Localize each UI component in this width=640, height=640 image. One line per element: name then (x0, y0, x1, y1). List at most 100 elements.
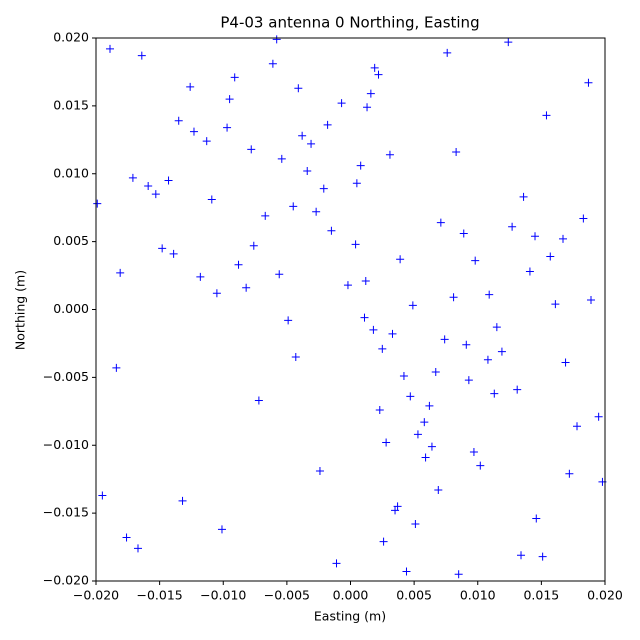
point (98, 491, 107, 500)
point (242, 283, 251, 292)
x-tick-label: 0.000 (333, 588, 369, 603)
point (508, 222, 517, 231)
point (396, 255, 405, 264)
point (254, 396, 263, 405)
x-tick-label: −0.010 (200, 588, 246, 603)
point (538, 552, 547, 561)
y-axis-label: Northing (m) (13, 270, 28, 350)
point (133, 544, 142, 553)
point (327, 226, 336, 235)
point (546, 252, 555, 261)
point (217, 525, 226, 534)
point (519, 192, 528, 201)
x-tick-label: 0.010 (460, 588, 496, 603)
point (440, 335, 449, 344)
point (137, 51, 146, 60)
x-tick-label: −0.005 (264, 588, 310, 603)
point (202, 137, 211, 146)
point (399, 372, 408, 381)
point (356, 161, 365, 170)
point (525, 267, 534, 276)
point (223, 123, 232, 132)
point (196, 272, 205, 281)
point (225, 95, 234, 104)
point (594, 412, 603, 421)
x-tick-label: 0.015 (523, 588, 559, 603)
point (234, 260, 243, 269)
point (382, 438, 391, 447)
point (366, 89, 375, 98)
point (207, 195, 216, 204)
point (584, 78, 593, 87)
point (174, 116, 183, 125)
y-tick-label: 0.005 (53, 233, 89, 248)
point (122, 533, 131, 542)
point (436, 218, 445, 227)
point (374, 70, 383, 79)
point (144, 181, 153, 190)
point (379, 537, 388, 546)
point (212, 289, 221, 298)
point (315, 467, 324, 476)
y-tick-label: 0.000 (53, 301, 89, 316)
x-tick-label: −0.015 (136, 588, 182, 603)
point (116, 268, 125, 277)
point (284, 316, 293, 325)
point (289, 202, 298, 211)
point (531, 232, 540, 241)
y-tick-label: 0.015 (53, 97, 89, 112)
point (513, 385, 522, 394)
point (361, 276, 370, 285)
point (459, 229, 468, 238)
axes-frame (95, 37, 606, 582)
y-tick-label: 0.020 (53, 30, 89, 45)
point (483, 355, 492, 364)
y-tick-label: −0.020 (43, 573, 89, 588)
point (427, 442, 436, 451)
x-axis-label: Easting (m) (314, 609, 386, 624)
point (551, 300, 560, 309)
point (421, 453, 430, 462)
point (352, 179, 361, 188)
point (332, 559, 341, 568)
point (294, 84, 303, 93)
point (471, 256, 480, 265)
point (504, 38, 513, 47)
point (186, 82, 195, 91)
point (112, 363, 121, 372)
point (462, 340, 471, 349)
point (388, 329, 397, 338)
point (378, 344, 387, 353)
point (303, 167, 312, 176)
point (587, 295, 596, 304)
point (272, 35, 281, 44)
point (559, 234, 568, 243)
point (105, 44, 114, 53)
point (532, 514, 541, 523)
point (393, 502, 402, 511)
point (464, 376, 473, 385)
point (476, 461, 485, 470)
point (490, 389, 499, 398)
point (261, 211, 270, 220)
point (277, 154, 286, 163)
y-tick-label: 0.010 (53, 165, 89, 180)
point (431, 367, 440, 376)
point (573, 422, 582, 431)
point (454, 570, 463, 579)
point (452, 148, 461, 157)
point (561, 358, 570, 367)
point (247, 145, 256, 154)
point (385, 150, 394, 159)
y-tick-label: −0.005 (43, 369, 89, 384)
point (351, 240, 360, 249)
y-tick-label: −0.010 (43, 437, 89, 452)
x-tick-label: −0.020 (73, 588, 119, 603)
point (298, 131, 307, 140)
point (565, 469, 574, 478)
x-tick-label: 0.005 (396, 588, 432, 603)
point (579, 214, 588, 223)
point (408, 301, 417, 310)
point (268, 59, 277, 68)
